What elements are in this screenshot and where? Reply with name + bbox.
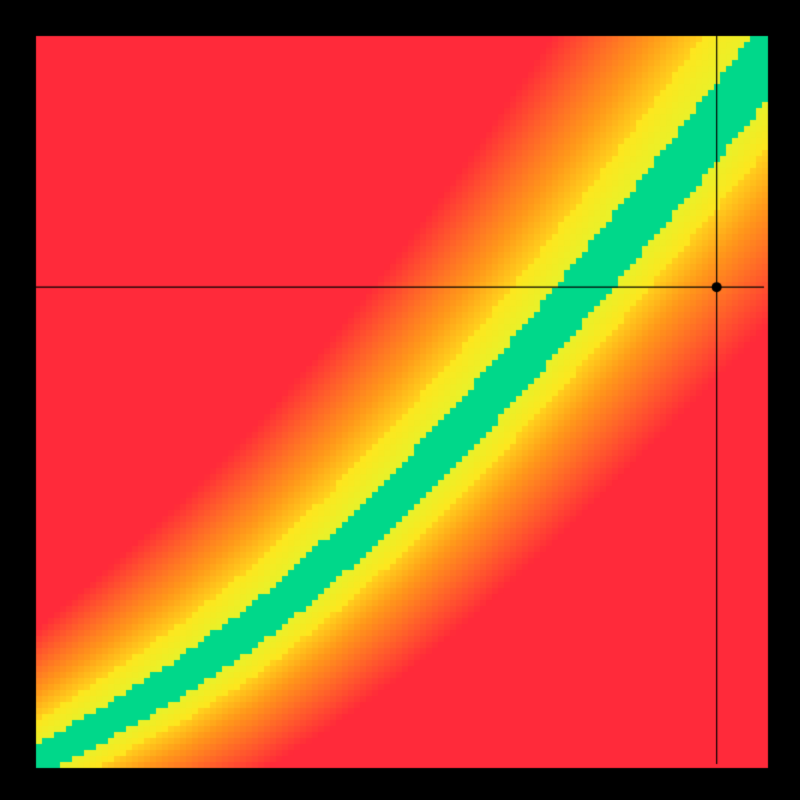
bottleneck-heatmap xyxy=(0,0,800,800)
